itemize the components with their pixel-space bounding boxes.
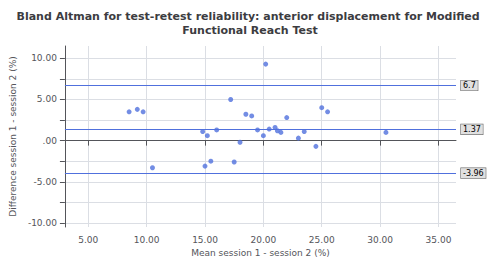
- svg-text:10.00: 10.00: [134, 235, 160, 245]
- svg-text:35.00: 35.00: [426, 235, 452, 245]
- svg-text:20.00: 20.00: [250, 235, 276, 245]
- svg-text:5.00: 5.00: [78, 235, 98, 245]
- svg-text:Mean session 1 - session 2 (%): Mean session 1 - session 2 (%): [191, 248, 330, 258]
- svg-text:5.00: 5.00: [37, 94, 57, 104]
- svg-text:-10.00: -10.00: [28, 218, 57, 228]
- svg-text:10.00: 10.00: [31, 53, 57, 63]
- svg-text:-5.00: -5.00: [34, 177, 58, 187]
- svg-text:15.00: 15.00: [192, 235, 218, 245]
- svg-text:30.00: 30.00: [367, 235, 393, 245]
- svg-text:6.7: 6.7: [463, 81, 476, 90]
- svg-text:1.37: 1.37: [463, 125, 481, 134]
- svg-text:25.00: 25.00: [309, 235, 335, 245]
- svg-text:-3.96: -3.96: [463, 169, 484, 178]
- svg-text:.00: .00: [43, 136, 58, 146]
- svg-text:Difference session 1 - session: Difference session 1 - session 2 (%): [8, 56, 18, 216]
- svg-text:Functional Reach Test: Functional Reach Test: [182, 24, 317, 37]
- svg-text:Bland Altman for test-retest r: Bland Altman for test-retest reliability…: [17, 10, 484, 23]
